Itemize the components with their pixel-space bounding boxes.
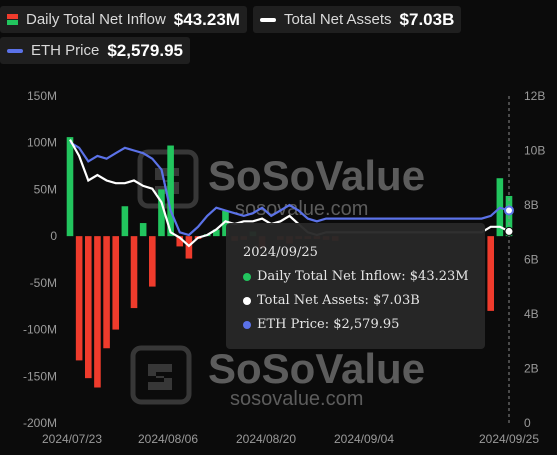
line-swatch-icon: [7, 48, 23, 53]
tooltip-row-inflow: Daily Total Net Inflow: $43.23M: [243, 269, 469, 284]
dot-icon: [243, 296, 251, 305]
inflow-bar: [84, 236, 92, 379]
inflow-bar: [176, 236, 184, 247]
inflow-bar: [94, 236, 101, 388]
y-right-tick-label: 0: [524, 416, 531, 430]
y-left-tick-label: -50M: [30, 276, 57, 290]
y-left-tick-label: 150M: [27, 89, 57, 103]
tooltip-row-eth-price: ETH Price: $2,579.95: [243, 317, 399, 332]
y-right-tick-label: 6B: [524, 253, 539, 267]
watermark-logo-bottom: [130, 345, 192, 405]
x-tick-label: 2024/08/20: [236, 432, 296, 446]
legend-value: $43.23M: [173, 9, 240, 29]
tooltip-date: 2024/09/25: [243, 245, 318, 260]
y-left-tick-label: -200M: [23, 416, 57, 430]
y-left-tick-label: 100M: [27, 136, 57, 150]
hover-dot-eth-price: [504, 205, 514, 216]
inflow-bar: [66, 137, 74, 237]
inflow-bar: [222, 210, 229, 237]
tooltip-row-net-assets: Total Net Assets: $7.03B: [243, 293, 420, 308]
legend-value: $7.03B: [399, 9, 455, 29]
dot-icon: [243, 320, 251, 329]
y-left-tick-label: -150M: [23, 369, 57, 383]
inflow-bar: [103, 236, 110, 349]
inflow-bar: [487, 236, 495, 311]
watermark-url-bottom: sosovalue.com: [230, 388, 363, 410]
dot-icon: [243, 272, 251, 281]
legend-row-top: Daily Total Net Inflow $43.23M Total Net…: [0, 6, 462, 33]
x-tick-label: 2024/07/23: [42, 432, 102, 446]
inflow-bar: [75, 236, 83, 361]
y-right-tick-label: 4B: [524, 307, 539, 321]
y-right-tick-label: 10B: [524, 144, 545, 158]
legend-item-inflow[interactable]: Daily Total Net Inflow $43.23M: [0, 6, 247, 33]
chart-tooltip: 2024/09/25 Daily Total Net Inflow: $43.2…: [226, 223, 485, 349]
watermark-brand-top: SoSoValue: [208, 152, 425, 199]
inflow-bar: [167, 145, 174, 237]
x-tick-label: 2024/09/25: [479, 432, 539, 446]
legend-item-net-assets[interactable]: Total Net Assets $7.03B: [252, 6, 462, 33]
legend-value: $2,579.95: [107, 40, 183, 60]
legend-label: ETH Price: [31, 42, 100, 59]
eth-price-line: [69, 141, 510, 237]
inflow-bar: [149, 236, 156, 287]
watermark-brand-bottom: SoSoValue: [208, 345, 425, 392]
inflow-bar: [213, 229, 220, 237]
legend-label: Daily Total Net Inflow: [26, 11, 166, 28]
y-right-tick-label: 2B: [524, 362, 539, 376]
y-left-tick-label: -100M: [23, 323, 57, 337]
inflow-bar: [139, 223, 147, 237]
tooltip-row-text: Total Net Assets: $7.03B: [257, 293, 420, 308]
y-left-tick-label: 50M: [34, 182, 57, 196]
watermark-url-top: sosovalue.com: [235, 198, 368, 220]
bar-swatch-icon: [7, 14, 18, 25]
y-left-tick-label: 0: [50, 229, 57, 243]
inflow-bar: [130, 236, 138, 309]
legend-item-eth-price[interactable]: ETH Price $2,579.95: [0, 37, 190, 64]
legend-label: Total Net Assets: [283, 11, 392, 28]
inflow-bar: [158, 189, 165, 237]
x-tick-label: 2024/09/04: [334, 432, 394, 446]
hover-dot-net-assets: [504, 226, 514, 236]
x-tick-label: 2024/08/06: [138, 432, 198, 446]
inflow-bar: [121, 206, 129, 237]
tooltip-row-text: ETH Price: $2,579.95: [257, 317, 400, 332]
tooltip-row-text: Daily Total Net Inflow: $43.23M: [257, 269, 469, 284]
y-right-tick-label: 8B: [524, 198, 539, 212]
y-right-tick-label: 12B: [524, 89, 545, 103]
inflow-bar: [112, 236, 120, 330]
line-swatch-icon: [259, 17, 276, 22]
legend-row-bottom: ETH Price $2,579.95: [0, 37, 190, 64]
